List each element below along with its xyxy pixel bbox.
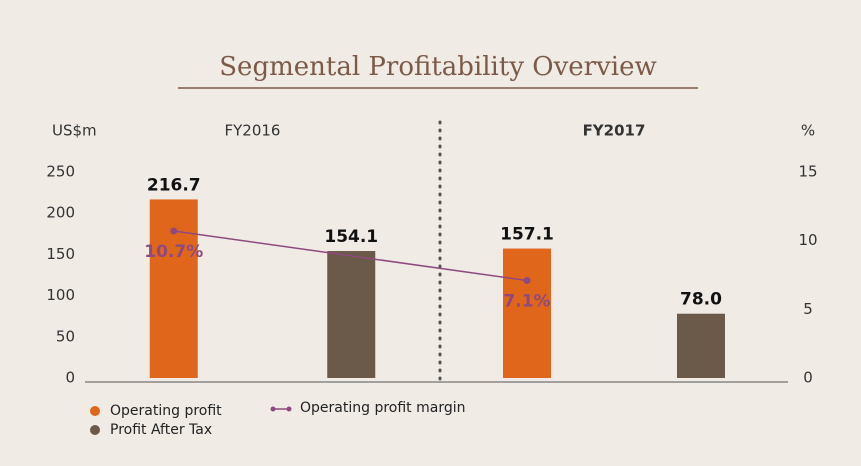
y2-axis-label: % xyxy=(801,122,815,140)
bar xyxy=(677,313,725,378)
y-tick-label: 50 xyxy=(56,327,75,345)
legend-swatch xyxy=(90,406,100,416)
margin-point xyxy=(170,227,178,235)
legend-label: Operating profit xyxy=(110,403,222,419)
y-tick-label: 150 xyxy=(46,245,75,263)
legend-swatch xyxy=(90,425,100,435)
y2-tick-label: 0 xyxy=(803,369,813,387)
value-label: 154.1 xyxy=(324,227,378,247)
value-label: 10.7% xyxy=(144,242,203,262)
chart-title: Segmental Profitability Overview xyxy=(219,52,656,82)
value-label: 216.7 xyxy=(147,175,201,195)
value-label: 157.1 xyxy=(500,225,554,245)
legend-dot xyxy=(286,406,292,412)
y-tick-label: 250 xyxy=(46,163,75,181)
legend-dot xyxy=(270,406,276,412)
bar xyxy=(327,251,376,378)
y2-tick-label: 10 xyxy=(798,231,817,249)
y2-tick-label: 5 xyxy=(803,300,813,318)
group-label: FY2016 xyxy=(225,122,281,140)
group-label: FY2017 xyxy=(583,122,646,140)
bar xyxy=(149,199,198,378)
y-tick-label: 200 xyxy=(46,204,75,222)
value-label: 78.0 xyxy=(680,290,722,310)
y-axis-label: US$m xyxy=(52,122,97,140)
legend-label: Profit After Tax xyxy=(110,422,212,438)
margin-point xyxy=(523,276,531,284)
y2-tick-label: 15 xyxy=(798,163,817,181)
margin-line xyxy=(173,230,528,282)
y-tick-label: 100 xyxy=(46,286,75,304)
legend-label: Operating profit margin xyxy=(300,400,465,416)
y-tick-label: 0 xyxy=(65,369,75,387)
value-label: 7.1% xyxy=(503,291,550,311)
bar xyxy=(503,248,551,378)
